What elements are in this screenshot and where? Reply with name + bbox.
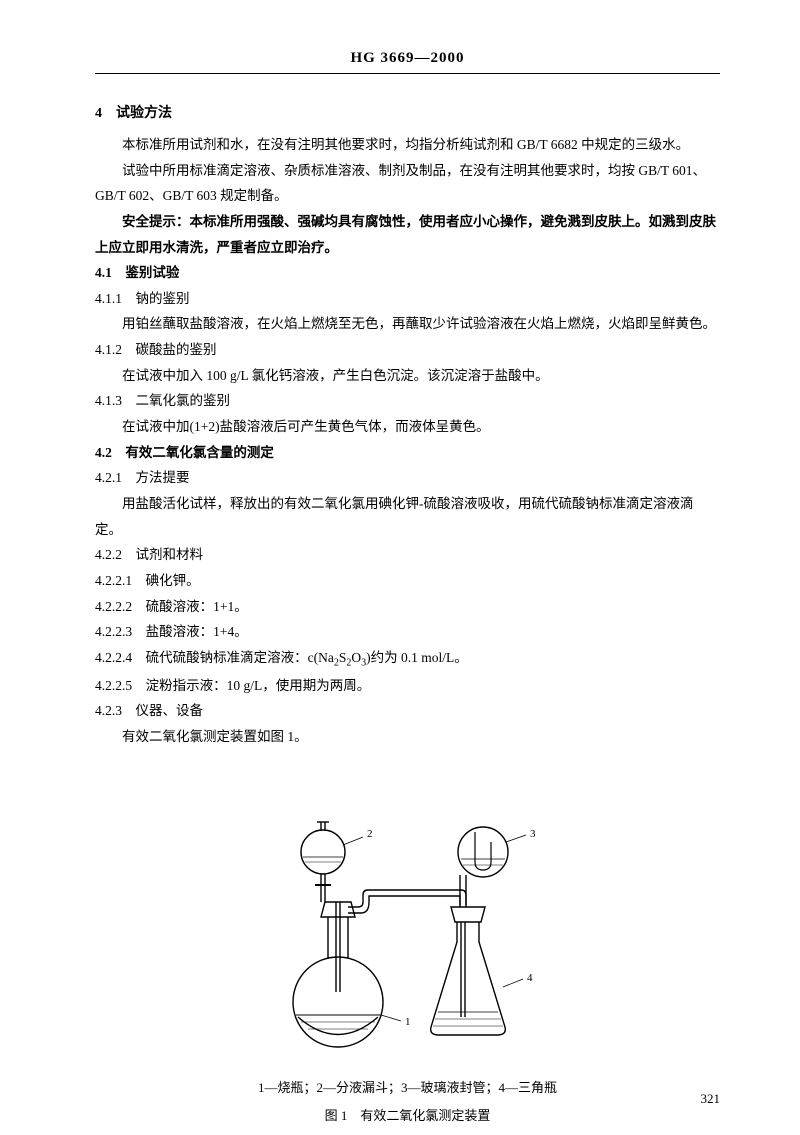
section-4-2-1: 4.2.1 方法提要 [95,465,720,491]
svg-text:2: 2 [367,828,373,840]
figure-1-apparatus: 1 2 3 4 [95,757,720,1072]
safety-notice: 安全提示：本标准所用强酸、强碱均具有腐蚀性，使用者应小心操作，避免溅到皮肤上。如… [95,209,720,260]
svg-text:3: 3 [530,828,536,840]
doc-header: HG 3669—2000 [95,50,720,74]
section-4-1-1: 4.1.1 钠的鉴别 [95,286,720,312]
section-4-2-2-1: 4.2.2.1 碘化钾。 [95,568,720,594]
section-4-2-2-5: 4.2.2.5 淀粉指示液：10 g/L，使用期为两周。 [95,673,720,699]
apparatus-diagram: 1 2 3 4 [243,757,573,1067]
page-number: 321 [701,1091,721,1107]
figure-caption: 图 1 有效二氧化氯测定装置 [95,1104,720,1127]
section-4-2-2-4: 4.2.2.4 硫代硫酸钠标准滴定溶液：c(Na2S2O3)约为 0.1 mol… [95,645,720,673]
para-4-1-2: 在试液中加入 100 g/L 氯化钙溶液，产生白色沉淀。该沉淀溶于盐酸中。 [95,363,720,389]
para-4-2-1: 用盐酸活化试样，释放出的有效二氧化氯用碘化钾-硫酸溶液吸收，用硫代硫酸钠标准滴定… [95,491,720,542]
para-4-1-1: 用铂丝蘸取盐酸溶液，在火焰上燃烧至无色，再蘸取少许试验溶液在火焰上燃烧，火焰即呈… [95,311,720,337]
section-4-title: 4 试验方法 [95,102,720,122]
section-4-1-2: 4.1.2 碳酸盐的鉴别 [95,337,720,363]
para-4-1-3: 在试液中加(1+2)盐酸溶液后可产生黄色气体，而液体呈黄色。 [95,414,720,440]
section-4-2-2-2: 4.2.2.2 硫酸溶液：1+1。 [95,594,720,620]
svg-text:1: 1 [405,1016,411,1028]
para-4-2-3: 有效二氧化氯测定装置如图 1。 [95,724,720,750]
section-4-2-2-3: 4.2.2.3 盐酸溶液：1+4。 [95,619,720,645]
section-4-2-3: 4.2.3 仪器、设备 [95,698,720,724]
section-4-2: 4.2 有效二氧化氯含量的测定 [95,440,720,466]
paragraph-intro-2: 试验中所用标准滴定溶液、杂质标准溶液、制剂及制品，在没有注明其他要求时，均按 G… [95,158,720,209]
paragraph-intro-1: 本标准所用试剂和水，在没有注明其他要求时，均指分析纯试剂和 GB/T 6682 … [95,132,720,158]
section-4-1: 4.1 鉴别试验 [95,260,720,286]
figure-legend: 1—烧瓶；2—分液漏斗；3—玻璃液封管；4—三角瓶 [95,1076,720,1099]
svg-text:4: 4 [527,972,533,984]
section-4-2-2: 4.2.2 试剂和材料 [95,542,720,568]
section-4-1-3: 4.1.3 二氧化氯的鉴别 [95,388,720,414]
